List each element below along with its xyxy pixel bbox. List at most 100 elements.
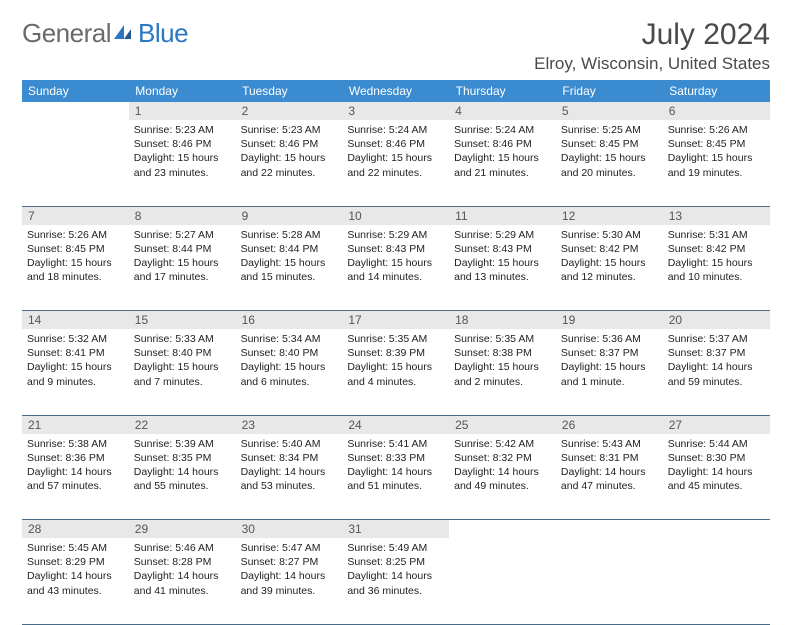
day-number: 14	[22, 311, 129, 330]
daynum-row: 78910111213	[22, 206, 770, 225]
day-number: 22	[129, 415, 236, 434]
day-cell: Sunrise: 5:45 AMSunset: 8:29 PMDaylight:…	[22, 538, 129, 624]
day-number: 19	[556, 311, 663, 330]
day-cell: Sunrise: 5:42 AMSunset: 8:32 PMDaylight:…	[449, 434, 556, 520]
location: Elroy, Wisconsin, United States	[534, 54, 770, 74]
day-cell: Sunrise: 5:35 AMSunset: 8:38 PMDaylight:…	[449, 329, 556, 415]
day-cell-text: Sunrise: 5:42 AMSunset: 8:32 PMDaylight:…	[454, 437, 551, 494]
day-cell-text: Sunrise: 5:23 AMSunset: 8:46 PMDaylight:…	[134, 123, 231, 180]
day-number: 27	[663, 415, 770, 434]
day-cell: Sunrise: 5:49 AMSunset: 8:25 PMDaylight:…	[342, 538, 449, 624]
day-cell-text: Sunrise: 5:38 AMSunset: 8:36 PMDaylight:…	[27, 437, 124, 494]
day-cell-text: Sunrise: 5:33 AMSunset: 8:40 PMDaylight:…	[134, 332, 231, 389]
day-cell	[663, 538, 770, 624]
day-cell-text: Sunrise: 5:24 AMSunset: 8:46 PMDaylight:…	[347, 123, 444, 180]
logo-text-blue: Blue	[138, 18, 188, 49]
day-cell: Sunrise: 5:30 AMSunset: 8:42 PMDaylight:…	[556, 225, 663, 311]
day-number: 29	[129, 520, 236, 539]
week-row: Sunrise: 5:45 AMSunset: 8:29 PMDaylight:…	[22, 538, 770, 624]
title-block: July 2024 Elroy, Wisconsin, United State…	[534, 18, 770, 74]
day-number: 2	[236, 102, 343, 120]
day-number: 11	[449, 206, 556, 225]
day-cell-text: Sunrise: 5:35 AMSunset: 8:39 PMDaylight:…	[347, 332, 444, 389]
day-cell: Sunrise: 5:26 AMSunset: 8:45 PMDaylight:…	[663, 120, 770, 206]
logo: General Blue	[22, 18, 188, 49]
logo-mark-icon	[114, 21, 136, 46]
day-cell	[556, 538, 663, 624]
logo-text-general: General	[22, 18, 111, 49]
day-number	[449, 520, 556, 539]
day-cell-text: Sunrise: 5:23 AMSunset: 8:46 PMDaylight:…	[241, 123, 338, 180]
day-number: 20	[663, 311, 770, 330]
day-cell-text: Sunrise: 5:30 AMSunset: 8:42 PMDaylight:…	[561, 228, 658, 285]
day-number	[22, 102, 129, 120]
day-number: 7	[22, 206, 129, 225]
day-cell-text: Sunrise: 5:41 AMSunset: 8:33 PMDaylight:…	[347, 437, 444, 494]
day-header-row: SundayMondayTuesdayWednesdayThursdayFrid…	[22, 80, 770, 102]
day-cell-text: Sunrise: 5:25 AMSunset: 8:45 PMDaylight:…	[561, 123, 658, 180]
day-cell	[22, 120, 129, 206]
day-cell-text: Sunrise: 5:26 AMSunset: 8:45 PMDaylight:…	[668, 123, 765, 180]
day-cell-text: Sunrise: 5:44 AMSunset: 8:30 PMDaylight:…	[668, 437, 765, 494]
day-cell: Sunrise: 5:27 AMSunset: 8:44 PMDaylight:…	[129, 225, 236, 311]
day-header: Wednesday	[342, 80, 449, 102]
day-cell-text: Sunrise: 5:36 AMSunset: 8:37 PMDaylight:…	[561, 332, 658, 389]
week-row: Sunrise: 5:38 AMSunset: 8:36 PMDaylight:…	[22, 434, 770, 520]
day-number: 15	[129, 311, 236, 330]
day-header: Sunday	[22, 80, 129, 102]
day-cell: Sunrise: 5:32 AMSunset: 8:41 PMDaylight:…	[22, 329, 129, 415]
day-cell: Sunrise: 5:26 AMSunset: 8:45 PMDaylight:…	[22, 225, 129, 311]
day-cell: Sunrise: 5:35 AMSunset: 8:39 PMDaylight:…	[342, 329, 449, 415]
day-number: 26	[556, 415, 663, 434]
day-number: 24	[342, 415, 449, 434]
day-cell: Sunrise: 5:40 AMSunset: 8:34 PMDaylight:…	[236, 434, 343, 520]
day-number: 30	[236, 520, 343, 539]
day-number: 23	[236, 415, 343, 434]
day-number: 9	[236, 206, 343, 225]
day-cell: Sunrise: 5:34 AMSunset: 8:40 PMDaylight:…	[236, 329, 343, 415]
day-number: 5	[556, 102, 663, 120]
week-row: Sunrise: 5:23 AMSunset: 8:46 PMDaylight:…	[22, 120, 770, 206]
day-cell-text: Sunrise: 5:40 AMSunset: 8:34 PMDaylight:…	[241, 437, 338, 494]
day-cell-text: Sunrise: 5:29 AMSunset: 8:43 PMDaylight:…	[347, 228, 444, 285]
day-cell-text: Sunrise: 5:47 AMSunset: 8:27 PMDaylight:…	[241, 541, 338, 598]
day-number: 12	[556, 206, 663, 225]
day-cell: Sunrise: 5:44 AMSunset: 8:30 PMDaylight:…	[663, 434, 770, 520]
day-cell: Sunrise: 5:36 AMSunset: 8:37 PMDaylight:…	[556, 329, 663, 415]
day-number: 25	[449, 415, 556, 434]
day-cell-text: Sunrise: 5:27 AMSunset: 8:44 PMDaylight:…	[134, 228, 231, 285]
day-cell: Sunrise: 5:38 AMSunset: 8:36 PMDaylight:…	[22, 434, 129, 520]
calendar-table: SundayMondayTuesdayWednesdayThursdayFrid…	[22, 80, 770, 625]
week-row: Sunrise: 5:32 AMSunset: 8:41 PMDaylight:…	[22, 329, 770, 415]
day-cell: Sunrise: 5:23 AMSunset: 8:46 PMDaylight:…	[129, 120, 236, 206]
day-number	[663, 520, 770, 539]
day-cell: Sunrise: 5:33 AMSunset: 8:40 PMDaylight:…	[129, 329, 236, 415]
day-number: 16	[236, 311, 343, 330]
month-title: July 2024	[534, 18, 770, 52]
day-cell: Sunrise: 5:28 AMSunset: 8:44 PMDaylight:…	[236, 225, 343, 311]
day-cell-text: Sunrise: 5:35 AMSunset: 8:38 PMDaylight:…	[454, 332, 551, 389]
day-header: Saturday	[663, 80, 770, 102]
day-cell-text: Sunrise: 5:34 AMSunset: 8:40 PMDaylight:…	[241, 332, 338, 389]
day-cell-text: Sunrise: 5:26 AMSunset: 8:45 PMDaylight:…	[27, 228, 124, 285]
day-cell: Sunrise: 5:25 AMSunset: 8:45 PMDaylight:…	[556, 120, 663, 206]
day-cell-text: Sunrise: 5:37 AMSunset: 8:37 PMDaylight:…	[668, 332, 765, 389]
daynum-row: 28293031	[22, 520, 770, 539]
day-number: 18	[449, 311, 556, 330]
daynum-row: 21222324252627	[22, 415, 770, 434]
day-cell: Sunrise: 5:41 AMSunset: 8:33 PMDaylight:…	[342, 434, 449, 520]
day-cell-text: Sunrise: 5:43 AMSunset: 8:31 PMDaylight:…	[561, 437, 658, 494]
day-cell: Sunrise: 5:39 AMSunset: 8:35 PMDaylight:…	[129, 434, 236, 520]
day-cell-text: Sunrise: 5:49 AMSunset: 8:25 PMDaylight:…	[347, 541, 444, 598]
day-cell-text: Sunrise: 5:29 AMSunset: 8:43 PMDaylight:…	[454, 228, 551, 285]
day-number: 1	[129, 102, 236, 120]
day-cell-text: Sunrise: 5:32 AMSunset: 8:41 PMDaylight:…	[27, 332, 124, 389]
day-cell: Sunrise: 5:24 AMSunset: 8:46 PMDaylight:…	[342, 120, 449, 206]
day-cell: Sunrise: 5:31 AMSunset: 8:42 PMDaylight:…	[663, 225, 770, 311]
daynum-row: 123456	[22, 102, 770, 120]
day-cell-text: Sunrise: 5:39 AMSunset: 8:35 PMDaylight:…	[134, 437, 231, 494]
day-number: 28	[22, 520, 129, 539]
day-header: Thursday	[449, 80, 556, 102]
day-cell-text: Sunrise: 5:45 AMSunset: 8:29 PMDaylight:…	[27, 541, 124, 598]
week-row: Sunrise: 5:26 AMSunset: 8:45 PMDaylight:…	[22, 225, 770, 311]
